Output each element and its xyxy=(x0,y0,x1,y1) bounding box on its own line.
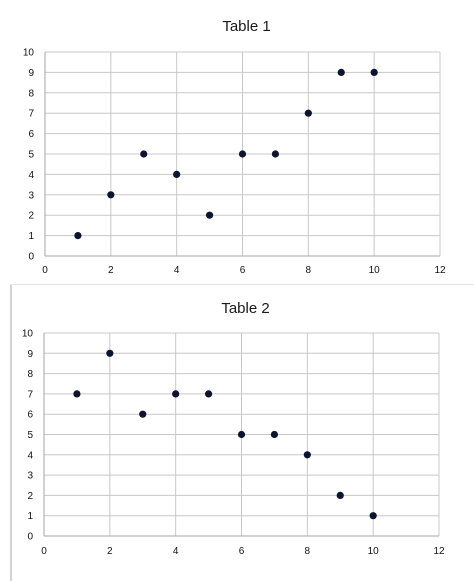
y-tick-label: 3 xyxy=(28,190,34,201)
y-tick-label: 0 xyxy=(27,532,33,543)
y-tick-label: 6 xyxy=(28,129,34,140)
panel-divider xyxy=(10,284,12,581)
data-point xyxy=(140,150,148,158)
data-point xyxy=(205,211,214,219)
data-point xyxy=(237,430,246,439)
y-tick-label: 0 xyxy=(28,252,34,263)
data-point xyxy=(336,491,344,499)
data-point xyxy=(270,430,279,439)
y-tick-label: 5 xyxy=(28,150,34,161)
x-tick-label: 8 xyxy=(306,265,312,276)
data-point xyxy=(173,170,181,178)
data-point xyxy=(106,349,114,357)
y-tick-label: 7 xyxy=(27,389,33,400)
y-tick-label: 2 xyxy=(28,211,34,222)
data-point xyxy=(370,68,378,76)
x-tick-label: 12 xyxy=(433,546,445,557)
x-tick-label: 6 xyxy=(239,546,245,557)
data-point xyxy=(107,191,115,199)
x-tick-label: 10 xyxy=(369,265,381,276)
chart-title-1: Table 1 xyxy=(222,18,270,35)
data-point xyxy=(74,232,82,240)
chart-table-1: Table 1 0 1 2 3 4 5 6 7 8 9 10 0 2 4 6 8 10 12 xyxy=(0,0,474,285)
data-point xyxy=(304,109,312,117)
x-tick-label: 8 xyxy=(305,546,311,557)
data-points-1 xyxy=(74,68,378,240)
y-tick-label: 4 xyxy=(28,170,34,181)
y-tick-label: 7 xyxy=(28,109,34,120)
data-point xyxy=(139,410,147,418)
y-tick-label: 10 xyxy=(23,48,35,59)
panel-divider-top xyxy=(10,284,474,285)
y-tick-label: 8 xyxy=(27,369,33,380)
chart-title-2: Table 2 xyxy=(221,300,269,317)
x-tick-label: 0 xyxy=(42,265,48,276)
data-point xyxy=(271,150,280,158)
y-tick-label: 6 xyxy=(27,410,33,421)
x-tick-label: 10 xyxy=(368,546,380,557)
data-point xyxy=(238,150,247,158)
y-tick-label: 1 xyxy=(27,511,33,522)
y-tick-label: 5 xyxy=(27,430,33,441)
chart-table-2: Table 2 0 1 2 3 4 5 6 7 8 9 10 0 2 4 6 8 10 12 xyxy=(0,286,474,581)
data-point xyxy=(73,390,81,398)
data-point xyxy=(337,68,345,76)
y-tick-label: 8 xyxy=(28,88,34,99)
x-tick-label: 4 xyxy=(174,265,180,276)
data-point xyxy=(172,390,180,398)
y-tick-label: 9 xyxy=(27,349,33,360)
x-tick-label: 2 xyxy=(107,546,113,557)
x-tick-label: 2 xyxy=(108,265,114,276)
x-tick-label: 4 xyxy=(173,546,179,557)
y-tick-label: 4 xyxy=(27,450,33,461)
x-tick-label: 6 xyxy=(240,265,246,276)
x-tick-label: 12 xyxy=(434,265,446,276)
x-tick-label: 0 xyxy=(41,546,47,557)
y-tick-label: 9 xyxy=(28,68,34,79)
y-tick-label: 3 xyxy=(27,471,33,482)
data-points-2 xyxy=(73,349,377,520)
gridlines-2 xyxy=(44,332,440,536)
y-tick-label: 10 xyxy=(22,329,34,340)
data-point xyxy=(303,451,311,459)
data-point xyxy=(204,390,213,398)
y-tick-label: 1 xyxy=(28,231,34,242)
data-point xyxy=(369,512,377,520)
y-tick-label: 2 xyxy=(27,491,33,502)
